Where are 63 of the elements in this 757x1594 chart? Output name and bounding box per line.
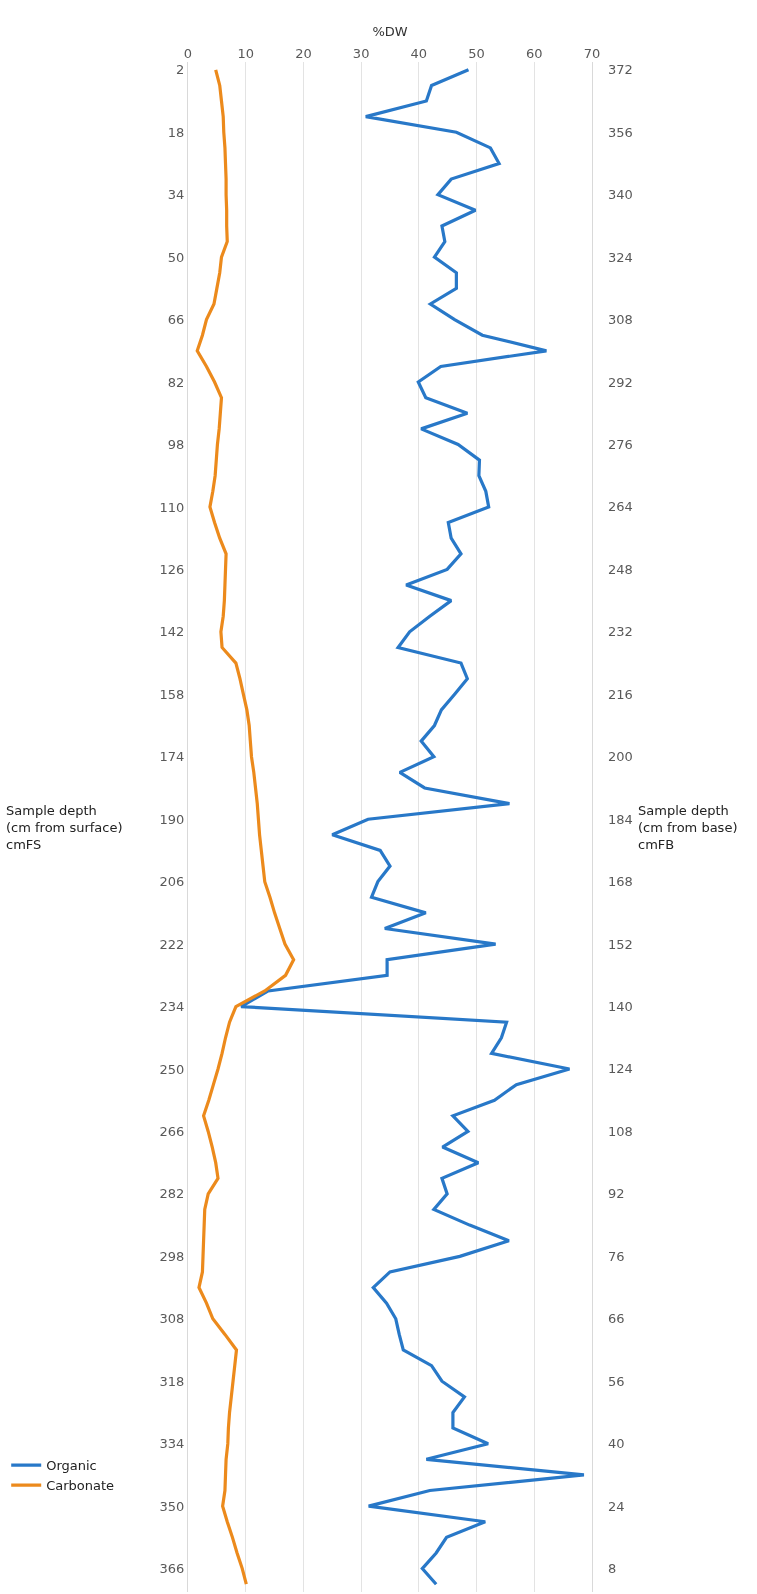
- y2-tick-label: 356: [608, 125, 633, 140]
- y-tick-label: 18: [167, 124, 185, 140]
- y-tick-label: 50: [167, 249, 185, 265]
- y2-tick-label: 232: [608, 624, 633, 639]
- y-tick-label: 82: [167, 374, 185, 390]
- y2-tick-label: 184: [608, 812, 633, 827]
- y-tick-label: 334: [159, 1436, 185, 1452]
- y-tick-label: 298: [159, 1248, 185, 1264]
- y2-tick-label: 200: [608, 749, 633, 764]
- y2-tick-label: 140: [608, 999, 633, 1014]
- y-tick-label: 98: [167, 437, 185, 453]
- x-tick-label: 0: [183, 46, 193, 62]
- x-tick-label: 40: [410, 46, 428, 62]
- y-tick-label: 126: [159, 561, 185, 577]
- y-tick-label: 266: [159, 1123, 185, 1139]
- y-tick-label: 110: [159, 499, 185, 515]
- y2-tick-label: 372: [608, 62, 633, 77]
- y-tick-label: 174: [159, 749, 185, 765]
- y2-tick-label: 124: [608, 1061, 633, 1076]
- x-tick-label: 70: [583, 46, 601, 62]
- y2-tick-label: 56: [608, 1374, 625, 1389]
- y2-tick-label: 248: [608, 562, 633, 577]
- y2-tick-label: 8: [608, 1561, 617, 1576]
- y2-tick-label: 76: [608, 1249, 625, 1264]
- y-tick-label: 318: [159, 1373, 185, 1389]
- legend-label: Organic: [46, 1458, 97, 1474]
- y-tick-label: 158: [159, 686, 185, 702]
- y-tick-label: 282: [159, 1186, 185, 1202]
- y2-tick-label: 40: [608, 1436, 625, 1451]
- y2-tick-label: 168: [608, 874, 633, 889]
- x-tick-label: 50: [468, 46, 485, 62]
- y2-tick-label: 66: [608, 1311, 625, 1326]
- y-tick-label: 308: [159, 1311, 185, 1327]
- y2-tick-label: 292: [608, 375, 633, 390]
- y2-tick-label: 24: [608, 1499, 625, 1514]
- y2-tick-label: 264: [608, 499, 633, 514]
- y2-tick-label: 276: [608, 437, 633, 452]
- y-tick-label: 250: [159, 1061, 185, 1077]
- y2-tick-label: 324: [608, 250, 633, 265]
- x-tick-label: 10: [237, 46, 254, 62]
- y-tick-label: 234: [159, 999, 185, 1015]
- x-axis-title: %DW: [372, 24, 408, 40]
- y-tick-label: 350: [159, 1498, 185, 1514]
- y2-tick-label: 308: [608, 312, 633, 327]
- y2-tick-label: 92: [608, 1186, 625, 1201]
- y-tick-label: 66: [167, 312, 185, 328]
- y2-tick-label: 340: [608, 187, 633, 202]
- y-tick-label: 366: [159, 1561, 185, 1577]
- y-tick-label: 206: [159, 874, 185, 890]
- y-tick-label: 190: [159, 811, 185, 827]
- x-tick-label: 20: [295, 46, 312, 62]
- y-tick-label: 2: [176, 62, 185, 78]
- y2-axis-title: Sample depth (cm from base) cmFB: [638, 803, 738, 852]
- y2-tick-label: 216: [608, 687, 633, 702]
- y2-tick-label: 108: [608, 1124, 633, 1139]
- y-tick-label: 34: [167, 187, 185, 203]
- y-tick-label: 222: [159, 936, 185, 952]
- y2-tick-label: 152: [608, 937, 633, 952]
- x-tick-label: 60: [526, 46, 543, 62]
- y-axis-title: Sample depth (cm from surface) cmFS: [6, 803, 123, 852]
- y-tick-label: 142: [159, 624, 185, 640]
- x-tick-label: 30: [352, 46, 370, 62]
- legend-label: Carbonate: [46, 1478, 115, 1494]
